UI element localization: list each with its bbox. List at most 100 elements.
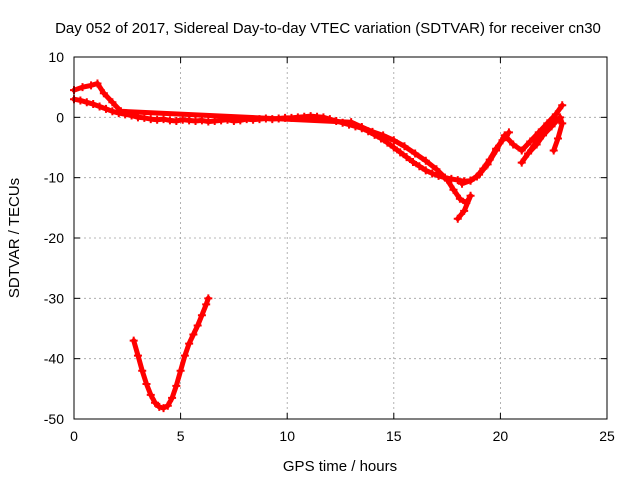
data-point xyxy=(185,339,194,348)
data-point xyxy=(204,294,213,303)
y-tick-label: -10 xyxy=(44,170,64,186)
data-point xyxy=(138,366,147,375)
data-point xyxy=(389,136,398,145)
data-point xyxy=(539,131,548,140)
data-point xyxy=(108,107,117,116)
data-point xyxy=(93,79,102,88)
data-point xyxy=(408,157,417,166)
data-point xyxy=(116,107,125,116)
data-point xyxy=(524,149,533,158)
data-point xyxy=(189,330,198,339)
data-point xyxy=(466,176,475,185)
data-point xyxy=(82,98,91,107)
data-point xyxy=(180,351,189,360)
data-point xyxy=(89,100,98,109)
data-point xyxy=(553,134,562,143)
data-point xyxy=(558,101,567,110)
data-point xyxy=(556,113,565,122)
data-point xyxy=(99,89,108,98)
data-point xyxy=(87,81,96,90)
data-point xyxy=(411,149,420,158)
data-point xyxy=(133,351,142,360)
data-point xyxy=(379,131,388,140)
data-point xyxy=(551,110,560,119)
data-point xyxy=(549,146,558,155)
data-point xyxy=(421,156,430,165)
data-point xyxy=(78,83,87,92)
data-point xyxy=(547,122,556,131)
data-point xyxy=(396,148,405,157)
data-point xyxy=(159,115,168,124)
data-point xyxy=(462,199,471,208)
data-point xyxy=(458,179,467,188)
data-point xyxy=(76,96,85,105)
data-point xyxy=(483,160,492,169)
data-point xyxy=(449,185,458,194)
chart-title: Day 052 of 2017, Sidereal Day-to-day VTE… xyxy=(55,20,601,37)
data-point xyxy=(509,140,518,149)
data-point xyxy=(95,102,104,111)
data-points xyxy=(70,79,567,413)
data-point xyxy=(517,158,526,167)
data-point xyxy=(159,404,168,413)
data-point xyxy=(421,166,430,175)
data-point xyxy=(453,176,462,185)
x-axis-label: GPS time / hours xyxy=(283,458,397,475)
data-point xyxy=(155,402,164,411)
data-point xyxy=(532,140,541,149)
x-tick-label: 25 xyxy=(599,428,615,444)
x-tick-label: 0 xyxy=(70,428,78,444)
data-point xyxy=(443,175,452,184)
data-point xyxy=(543,119,552,128)
data-point xyxy=(504,128,513,137)
data-point xyxy=(193,321,202,330)
data-point xyxy=(534,128,543,137)
data-point xyxy=(368,127,377,136)
data-point xyxy=(197,311,206,320)
data-point xyxy=(400,142,409,151)
y-tick-label: -50 xyxy=(44,411,64,427)
data-point xyxy=(558,119,567,128)
data-point xyxy=(402,153,411,162)
y-tick-label: -40 xyxy=(44,351,64,367)
y-tick-label: -20 xyxy=(44,230,64,246)
y-axis-label: SDTVAR / TECUs xyxy=(6,178,23,298)
x-tick-label: 15 xyxy=(386,428,402,444)
data-point xyxy=(172,116,181,125)
x-tick-label: 5 xyxy=(177,428,185,444)
x-tick-label: 20 xyxy=(493,428,509,444)
data-point xyxy=(142,380,151,389)
data-point xyxy=(428,169,437,178)
axis-ticks: 0 5 10 15 20 25 -50 -40 -30 -20 -10 0 10 xyxy=(44,49,615,444)
data-point xyxy=(415,162,424,171)
data-point xyxy=(453,214,462,223)
data-point xyxy=(475,170,484,179)
series-line xyxy=(459,102,565,187)
x-tick-label: 10 xyxy=(279,428,295,444)
data-point xyxy=(347,118,356,127)
data-point xyxy=(151,398,160,407)
data-point xyxy=(492,146,501,155)
data-point xyxy=(108,98,117,107)
data-point xyxy=(460,206,469,215)
data-point xyxy=(202,300,211,309)
data-point xyxy=(176,366,185,375)
data-point xyxy=(389,143,398,152)
data-point xyxy=(357,122,366,131)
data-point xyxy=(140,113,149,122)
data-point xyxy=(526,137,535,146)
y-tick-label: -30 xyxy=(44,290,64,306)
y-tick-label: 0 xyxy=(56,109,64,125)
data-point xyxy=(500,131,509,140)
y-tick-label: 10 xyxy=(48,49,64,65)
data-point xyxy=(517,146,526,155)
data-point xyxy=(432,165,441,174)
data-point xyxy=(101,104,110,113)
data-point xyxy=(197,116,206,125)
data-point xyxy=(455,194,464,203)
data-point xyxy=(146,390,155,399)
data-point xyxy=(129,336,138,345)
data-point xyxy=(466,191,475,200)
